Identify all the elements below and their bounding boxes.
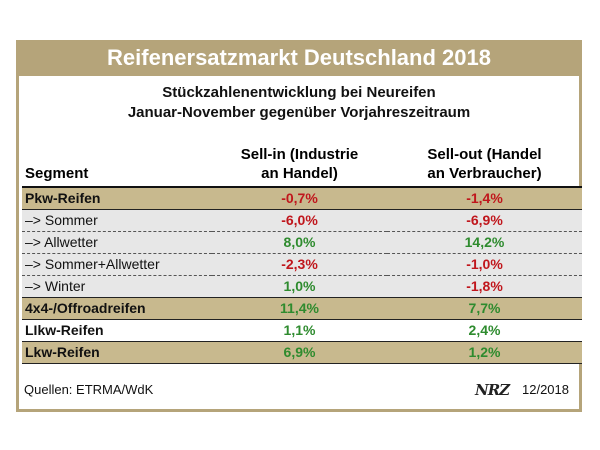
table-row: LIkw-Reifen 1,1% 2,4%	[22, 319, 582, 342]
row-sellin: -2,3%	[212, 253, 387, 276]
header-sellout: Sell-out (Handel an Verbraucher)	[387, 143, 582, 188]
row-segment: –> Sommer	[22, 209, 212, 232]
row-segment: –> Allwetter	[22, 231, 212, 254]
table-row: –> Sommer+Allwetter -2,3% -1,0%	[22, 253, 582, 276]
row-sellout: -1,4%	[387, 187, 582, 210]
table-row: Pkw-Reifen -0,7% -1,4%	[22, 187, 582, 210]
table-row: –> Sommer -6,0% -6,9%	[22, 209, 582, 232]
row-sellin: 6,9%	[212, 341, 387, 364]
row-segment: –> Sommer+Allwetter	[22, 253, 212, 276]
row-sellout: -1,8%	[387, 275, 582, 298]
page-title: Reifenersatzmarkt Deutschland 2018	[16, 40, 582, 76]
row-sellout: 14,2%	[387, 231, 582, 254]
nrz-logo: NRZ	[475, 381, 510, 399]
row-sellin: 11,4%	[212, 297, 387, 320]
header-sellout-line1: Sell-out (Handel	[427, 146, 542, 163]
table-header-row: Segment Sell-in (Industrie an Handel) Se…	[22, 143, 582, 188]
row-sellin: -6,0%	[212, 209, 387, 232]
row-segment: 4x4-/Offroadreifen	[22, 297, 212, 320]
header-sellin-line1: Sell-in (Industrie	[240, 146, 359, 163]
row-sellout: 7,7%	[387, 297, 582, 320]
row-segment: Lkw-Reifen	[22, 341, 212, 364]
market-table: Segment Sell-in (Industrie an Handel) Se…	[22, 143, 582, 364]
row-sellin: 1,1%	[212, 319, 387, 342]
header-segment: Segment	[22, 143, 212, 188]
date-label: 12/2018	[522, 382, 569, 397]
source-note: Quellen: ETRMA/WdK	[24, 382, 154, 397]
header-sellout-line2: an Verbraucher)	[427, 165, 542, 182]
table-row: Lkw-Reifen 6,9% 1,2%	[22, 341, 582, 364]
row-sellin: 1,0%	[212, 275, 387, 298]
table-row: –> Allwetter 8,0% 14,2%	[22, 231, 582, 254]
row-sellin: -0,7%	[212, 187, 387, 210]
row-sellout: 1,2%	[387, 341, 582, 364]
header-sellin-line2: an Handel)	[261, 165, 338, 182]
row-sellin: 8,0%	[212, 231, 387, 254]
table-row: –> Winter 1,0% -1,8%	[22, 275, 582, 298]
row-segment: –> Winter	[22, 275, 212, 298]
row-segment: Pkw-Reifen	[22, 187, 212, 210]
header-sellin: Sell-in (Industrie an Handel)	[212, 143, 387, 188]
row-sellout: -1,0%	[387, 253, 582, 276]
row-segment: LIkw-Reifen	[22, 319, 212, 342]
row-sellout: -6,9%	[387, 209, 582, 232]
table-row: 4x4-/Offroadreifen 11,4% 7,7%	[22, 297, 582, 320]
subtitle-line-2: Januar-November gegenüber Vorjahreszeitr…	[127, 104, 471, 121]
row-sellout: 2,4%	[387, 319, 582, 342]
subtitle-line-1: Stückzahlenentwicklung bei Neureifen	[162, 84, 436, 101]
